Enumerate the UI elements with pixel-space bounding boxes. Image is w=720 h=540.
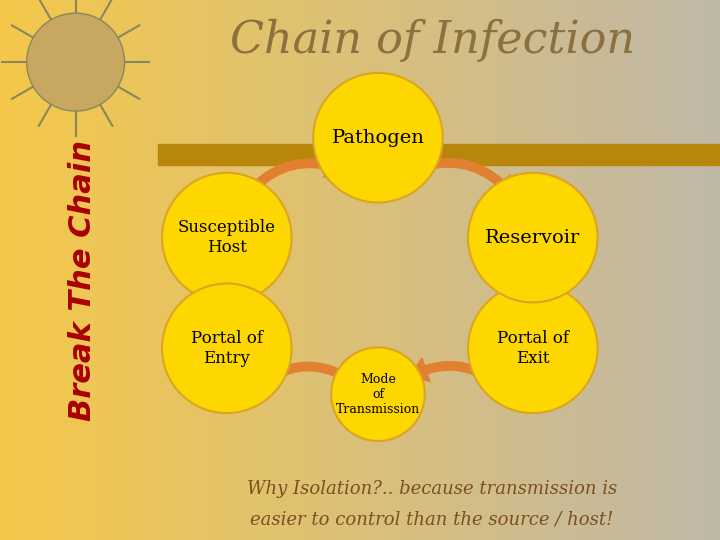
Ellipse shape bbox=[162, 173, 292, 302]
Text: Portal of
Entry: Portal of Entry bbox=[191, 330, 263, 367]
Ellipse shape bbox=[27, 13, 125, 111]
Ellipse shape bbox=[468, 284, 598, 413]
FancyArrowPatch shape bbox=[215, 286, 239, 303]
Text: Why Isolation?.. because transmission is: Why Isolation?.. because transmission is bbox=[247, 480, 617, 498]
FancyArrowPatch shape bbox=[521, 283, 545, 300]
FancyArrowPatch shape bbox=[410, 358, 503, 390]
Text: Chain of Infection: Chain of Infection bbox=[230, 19, 634, 62]
Ellipse shape bbox=[313, 73, 443, 202]
Text: Susceptible
Host: Susceptible Host bbox=[178, 219, 276, 256]
Bar bbox=[158, 144, 720, 165]
Text: Mode
of
Transmission: Mode of Transmission bbox=[336, 373, 420, 416]
Ellipse shape bbox=[162, 284, 292, 413]
Text: Portal of
Exit: Portal of Exit bbox=[497, 330, 569, 367]
Text: Break The Chain: Break The Chain bbox=[68, 140, 97, 421]
Ellipse shape bbox=[468, 173, 598, 302]
Ellipse shape bbox=[331, 347, 425, 441]
FancyArrowPatch shape bbox=[259, 362, 347, 388]
FancyArrowPatch shape bbox=[243, 153, 343, 199]
Text: Reservoir: Reservoir bbox=[485, 228, 580, 247]
FancyArrowPatch shape bbox=[413, 159, 513, 196]
Text: easier to control than the source / host!: easier to control than the source / host… bbox=[251, 510, 613, 529]
Text: Pathogen: Pathogen bbox=[332, 129, 424, 147]
